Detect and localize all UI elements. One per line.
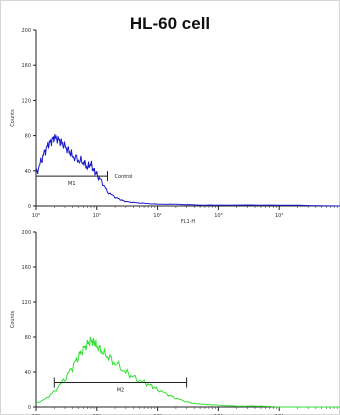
series-line-2	[35, 336, 340, 408]
y-tick-label: 200	[21, 230, 31, 236]
y-tick-label: 0	[28, 204, 31, 210]
x-tick-label: 10⁰	[32, 213, 40, 219]
y-tick-label: 80	[25, 134, 31, 140]
y-tick-label: 160	[21, 265, 31, 271]
series-label: Control	[115, 174, 133, 180]
series-line-1	[35, 134, 340, 207]
x-tick-label: 10³	[214, 213, 222, 219]
y-axis-label: Counts	[10, 310, 16, 328]
y-tick-label: 80	[25, 335, 31, 341]
gate-label: M1	[68, 181, 76, 187]
y-tick-label: 0	[28, 405, 31, 411]
x-tick-label: 10²	[153, 213, 161, 219]
y-tick-label: 200	[21, 28, 31, 34]
gate-label: M2	[117, 388, 125, 394]
x-tick-label: 10¹	[93, 213, 101, 219]
figure-title: HL-60 cell	[129, 14, 211, 33]
y-tick-label: 160	[21, 63, 31, 69]
y-axis-label: Counts	[10, 109, 16, 127]
y-tick-label: 40	[25, 370, 31, 376]
x-tick-label: 10⁴	[275, 213, 283, 219]
y-tick-label: 120	[21, 300, 31, 306]
x-axis-label: FL1-H	[181, 219, 196, 225]
y-tick-label: 120	[21, 98, 31, 104]
y-tick-label: 40	[25, 169, 31, 175]
